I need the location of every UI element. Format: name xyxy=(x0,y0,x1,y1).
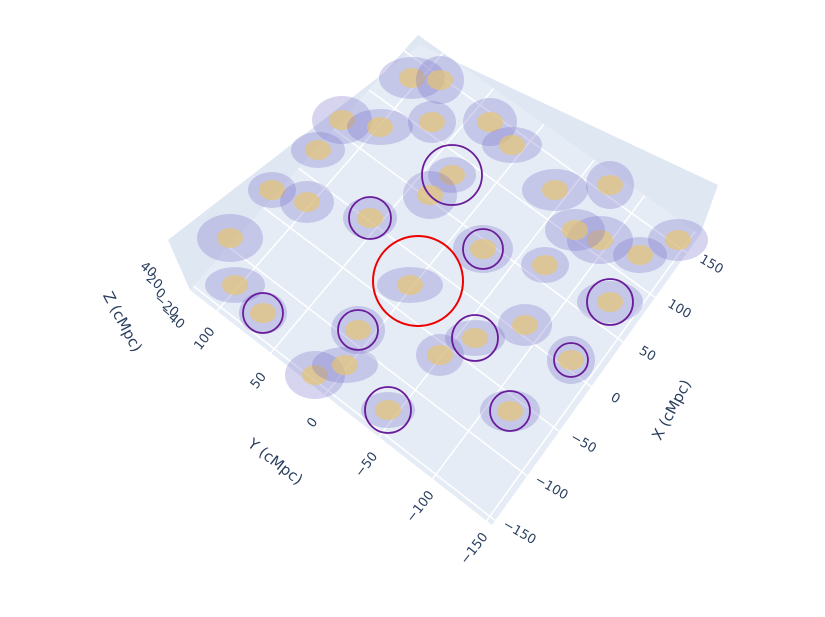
blob-core xyxy=(562,220,588,240)
halo-circle xyxy=(586,278,634,326)
blob-core xyxy=(332,355,358,375)
blob-core xyxy=(217,228,243,248)
blob-core xyxy=(665,230,691,250)
y-tick-label: −50 xyxy=(352,449,381,480)
grid-line xyxy=(485,230,696,522)
blob-core xyxy=(367,117,393,137)
blob-core xyxy=(294,192,320,212)
blob-core xyxy=(357,208,383,228)
halo-circle xyxy=(242,292,284,334)
x-tick-label: 0 xyxy=(608,390,623,407)
grid-line xyxy=(216,52,444,312)
blob-core xyxy=(329,110,355,130)
halo-circle xyxy=(451,314,499,362)
halo-circles xyxy=(242,144,634,434)
y-tick-label: −150 xyxy=(458,530,492,567)
blob-core xyxy=(375,400,401,420)
halo-circle xyxy=(337,309,379,351)
blob-core xyxy=(627,245,653,265)
blob-core xyxy=(222,275,248,295)
blob-core xyxy=(439,165,465,185)
blob-core xyxy=(587,230,613,250)
side-wall xyxy=(418,35,718,235)
grid-line xyxy=(263,207,560,432)
z-axis-title: Z (cMpc) xyxy=(99,289,146,355)
blob-core xyxy=(419,112,445,132)
main-halo-circle xyxy=(372,235,464,327)
grid-line xyxy=(228,246,528,477)
blob-core xyxy=(597,175,623,195)
x-tick-label: 100 xyxy=(665,297,694,322)
halo-circle xyxy=(421,144,483,206)
halo-circle xyxy=(462,228,504,270)
y-tick-label: 0 xyxy=(304,415,321,431)
blob-core xyxy=(497,401,523,421)
blob-core xyxy=(399,68,425,88)
x-axis-title: X (cMpc) xyxy=(648,377,695,443)
blob-core xyxy=(427,70,453,90)
blob-core xyxy=(499,135,525,155)
x-tick-label: 50 xyxy=(636,343,658,364)
blob-core xyxy=(345,320,371,340)
grid-line xyxy=(333,128,624,343)
y-tick-label: −100 xyxy=(404,488,438,525)
blob-core xyxy=(427,345,453,365)
blob-core xyxy=(259,180,285,200)
grid-line xyxy=(298,167,592,388)
y-axis-title: Y (cMpc) xyxy=(244,434,307,489)
y-tick-label: 100 xyxy=(191,325,218,354)
halo-circle xyxy=(489,390,531,432)
back-wall xyxy=(168,35,420,290)
grid-line xyxy=(193,285,496,522)
blob-core xyxy=(470,239,496,259)
x-tick-label: −150 xyxy=(500,517,538,548)
blob-core xyxy=(250,303,276,323)
x-tick-label: −100 xyxy=(532,472,570,503)
x-tick-label: −50 xyxy=(568,430,599,457)
blob-core xyxy=(532,255,558,275)
blob-core xyxy=(597,292,623,312)
blob-core xyxy=(512,315,538,335)
blob-core xyxy=(542,180,568,200)
halo-circle xyxy=(553,342,589,378)
halo-circle xyxy=(364,386,412,434)
blob-core xyxy=(462,328,488,348)
blob-core xyxy=(305,140,331,160)
grid-line xyxy=(368,89,656,299)
blob-core xyxy=(397,275,423,295)
grid-line xyxy=(378,159,595,438)
blob-core xyxy=(558,350,584,370)
x-tick-label: 150 xyxy=(697,252,726,277)
y-tick-label: 50 xyxy=(248,370,270,392)
halo-circle xyxy=(348,196,392,240)
blob-core xyxy=(302,365,328,385)
blob-core xyxy=(477,112,503,132)
